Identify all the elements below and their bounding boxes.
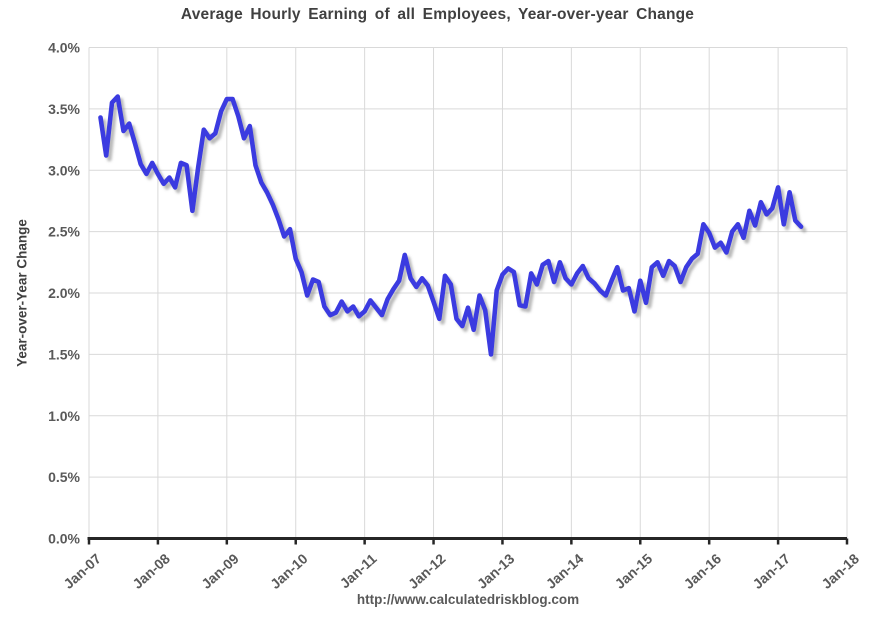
y-tick-label: 1.0% [48, 408, 80, 424]
x-axis [87, 537, 849, 545]
y-tick-label: 0.0% [48, 531, 80, 547]
series-line [98, 94, 804, 357]
y-tick-label: 2.0% [48, 285, 80, 301]
y-tick-label: 0.5% [48, 469, 80, 485]
y-tick-label: 2.5% [48, 224, 80, 240]
y-axis-title: Year-over-Year Change [14, 219, 30, 367]
chart-title: Average Hourly Earning of all Employees,… [180, 6, 695, 23]
y-tick-labels: 0.0% 0.5% 1.0% 1.5% 2.0% 2.5% 3.0% 3.5% 4.0% [48, 40, 80, 547]
x-tick-label: Jan-16 [681, 550, 725, 592]
y-tick-label: 1.5% [48, 346, 80, 362]
y-tick-label: 3.0% [48, 162, 80, 178]
x-tick-labels: Jan-07 Jan-08 Jan-09 Jan-10 Jan-11 Jan-12 Jan-… [60, 550, 862, 592]
x-tick-label: Jan-10 [267, 550, 311, 592]
x-tick-label: Jan-14 [543, 550, 587, 592]
x-tick-label: Jan-09 [198, 550, 242, 592]
y-tick-label: 3.5% [48, 101, 80, 117]
x-tick-label: Jan-07 [60, 550, 104, 592]
x-tick-label: Jan-17 [749, 550, 793, 592]
y-tick-label: 4.0% [48, 40, 80, 56]
url-caption: http://www.calculatedriskblog.com [356, 592, 580, 607]
x-tick-label: Jan-15 [612, 550, 656, 592]
x-tick-label: Jan-12 [405, 550, 449, 592]
x-tick-label: Jan-13 [474, 550, 518, 592]
x-tick-label: Jan-08 [129, 550, 173, 592]
gridlines [88, 47, 848, 539]
x-tick-label: Jan-11 [337, 550, 380, 591]
data-series [98, 94, 804, 357]
x-tick-label: Jan-18 [818, 550, 862, 592]
